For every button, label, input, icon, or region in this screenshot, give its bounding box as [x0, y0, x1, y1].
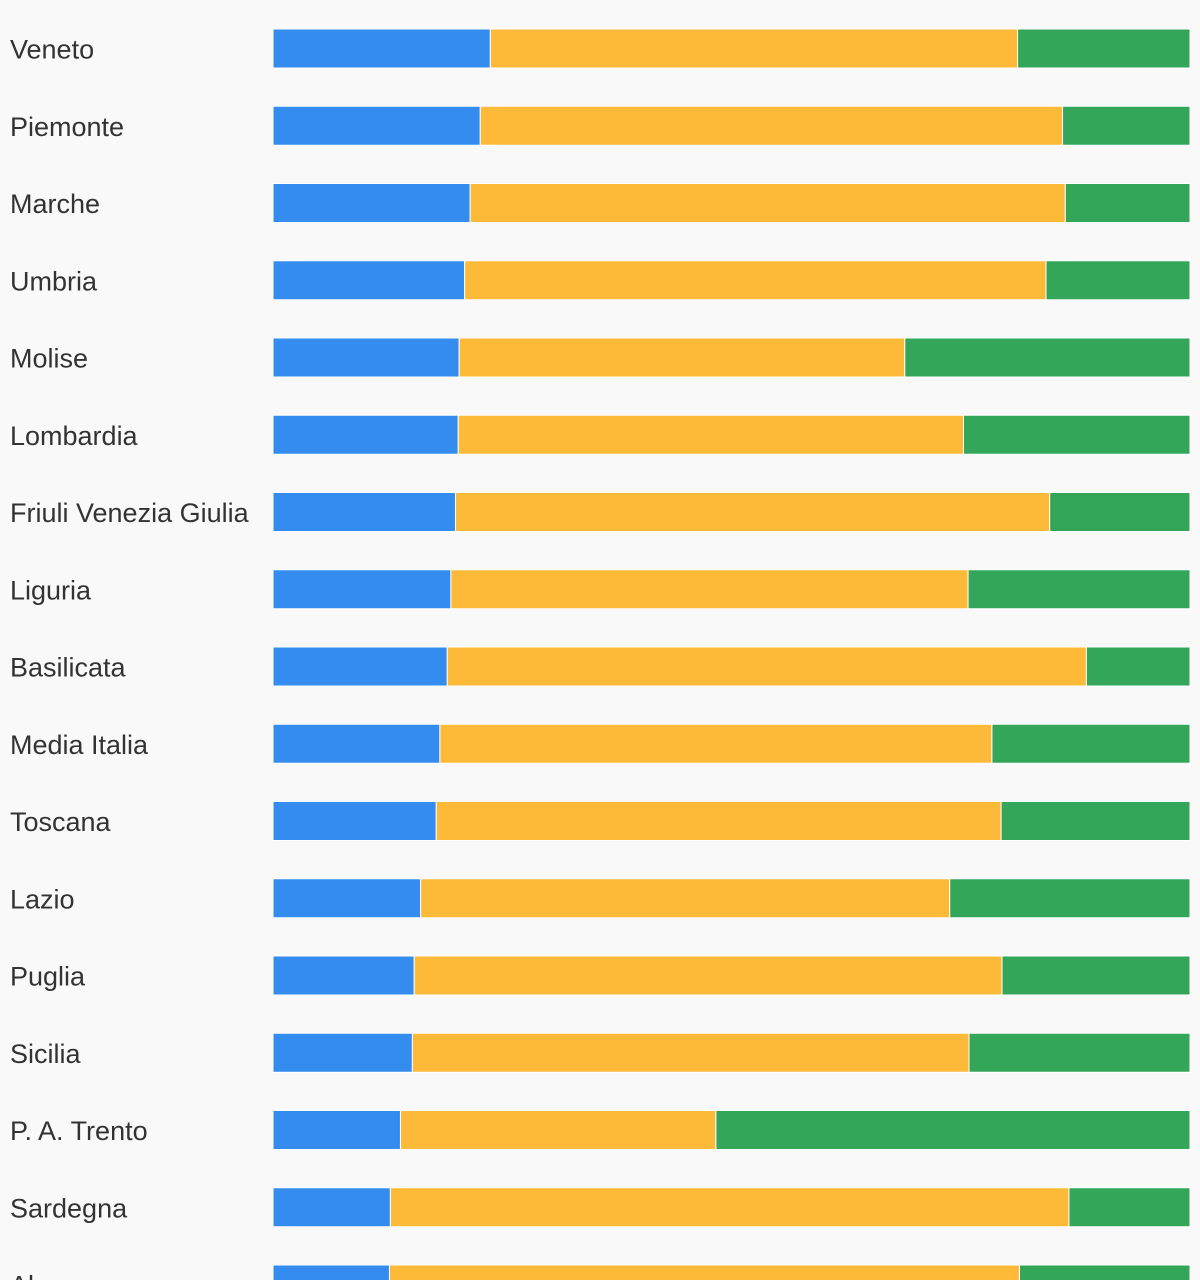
bar-segment-series-3 [968, 1032, 1191, 1073]
category-label: Molise [10, 344, 88, 374]
bar-segment-series-2 [458, 337, 906, 378]
bar-segment-series-3 [949, 878, 1191, 919]
bar-segment-series-2 [489, 28, 1019, 69]
bar-segment-series-1 [272, 105, 481, 146]
bar-segment-series-1 [272, 414, 459, 455]
category-label: Marche [10, 189, 100, 219]
bar-segment-series-1 [272, 183, 471, 223]
bar-segment-series-2 [439, 723, 993, 764]
bar-segment-series-2 [411, 1032, 970, 1073]
bar-segment-series-1 [272, 492, 456, 532]
category-label: Toscana [10, 807, 112, 837]
bar-segment-series-1 [272, 955, 415, 996]
bar-segment-series-3 [904, 337, 1191, 378]
bar-segment-series-1 [272, 569, 452, 610]
category-label: Lazio [10, 884, 75, 914]
bar-area [272, 28, 1191, 1280]
bar-segment-series-2 [446, 646, 1087, 687]
bar-segment-series-2 [450, 569, 969, 610]
bar-segment-series-1 [272, 723, 441, 764]
bar-segment-series-2 [435, 801, 1002, 841]
bar-segment-series-2 [464, 260, 1047, 301]
bar-segment-series-1 [272, 1032, 413, 1073]
bar-segment-series-2 [420, 878, 951, 919]
bar-segment-series-1 [272, 878, 422, 919]
category-label: Media Italia [10, 730, 149, 760]
bar-segment-series-1 [272, 801, 437, 841]
bar-segment-series-3 [1062, 105, 1191, 146]
bar-segment-series-3 [1001, 955, 1191, 996]
bar-segment-series-1 [272, 260, 466, 301]
category-labels: Veneto Piemonte Marche Umbria Molise Lombardi… [10, 35, 250, 1280]
category-label: Basilicata [10, 653, 127, 683]
bar-segment-series-2 [469, 183, 1066, 223]
bar-segment-series-3 [1068, 1187, 1191, 1228]
bar-segment-series-2 [399, 1110, 717, 1150]
bar-segment-series-3 [715, 1110, 1191, 1150]
category-label: Umbria [10, 266, 98, 296]
bar-segment-series-2 [479, 105, 1064, 146]
category-label: Lombardia [10, 421, 139, 451]
bar-segment-series-1 [272, 1110, 401, 1150]
bar-segment-series-3 [967, 569, 1191, 610]
category-label: Liguria [10, 575, 92, 605]
bar-segment-series-1 [272, 646, 448, 687]
bar-segment-series-3 [1017, 28, 1191, 69]
bar-segment-series-2 [388, 1264, 1020, 1280]
bar-segment-series-3 [1085, 646, 1191, 687]
bar-segment-series-3 [1049, 492, 1191, 532]
bar-segment-series-2 [389, 1187, 1070, 1228]
bar-segment-series-3 [1018, 1264, 1191, 1280]
bar-segment-series-2 [457, 414, 964, 455]
bar-segment-series-3 [1045, 260, 1191, 301]
bar-segment-series-1 [272, 1264, 390, 1280]
category-label: Al [10, 1271, 34, 1280]
category-label: Veneto [10, 35, 94, 65]
bar-segment-series-3 [991, 723, 1191, 764]
bar-segment-series-1 [272, 28, 491, 69]
category-label: Puglia [10, 962, 86, 992]
bar-segment-series-2 [454, 492, 1051, 532]
bar-segment-series-1 [272, 337, 460, 378]
category-label: Friuli Venezia Giulia [10, 498, 250, 528]
bar-segment-series-2 [413, 955, 1003, 996]
category-label: Sardegna [10, 1193, 128, 1223]
category-label: P. A. Trento [10, 1116, 148, 1146]
bar-segment-series-3 [1064, 183, 1191, 223]
bar-segment-series-3 [963, 414, 1191, 455]
bar-segment-series-1 [272, 1187, 391, 1228]
category-label: Sicilia [10, 1039, 82, 1069]
category-label: Piemonte [10, 112, 124, 142]
bar-segment-series-3 [1000, 801, 1191, 841]
